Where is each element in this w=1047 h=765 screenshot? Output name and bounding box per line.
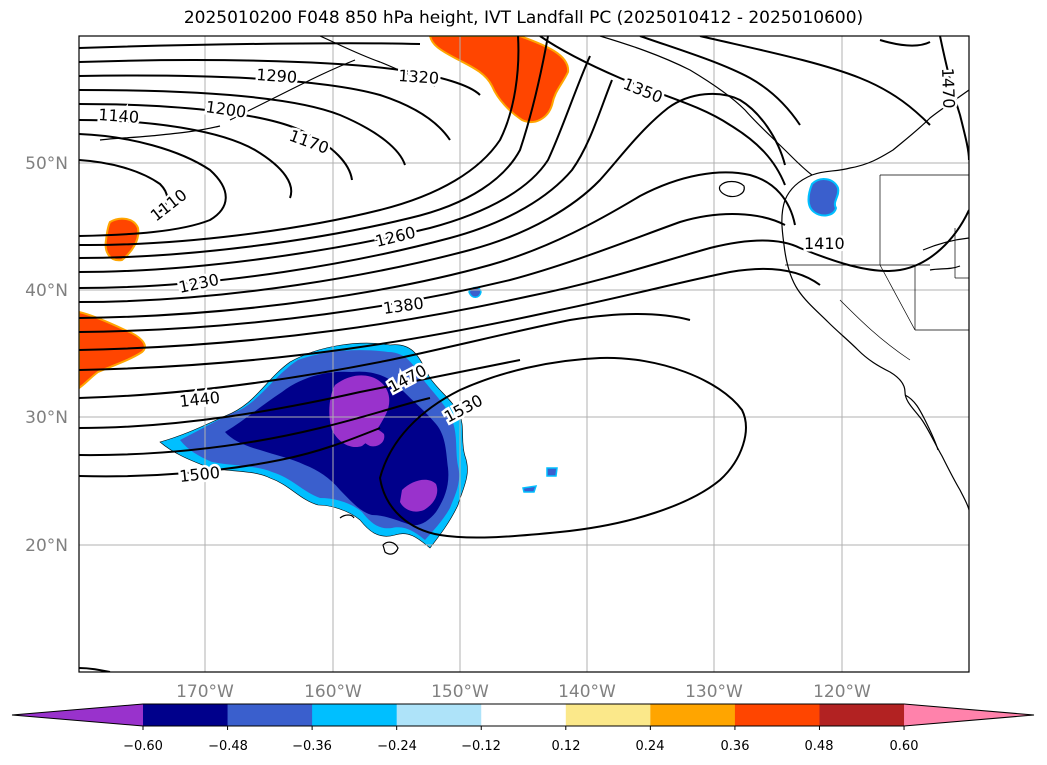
colorbar-tick-label: 0.60	[890, 739, 919, 754]
colorbar-segment	[481, 704, 567, 726]
lat-label-30n: 30°N	[25, 408, 68, 428]
ivt-negative-region-inner	[225, 371, 449, 526]
colorbar-tick-label: −0.48	[208, 739, 248, 754]
map-frame	[78, 35, 970, 673]
colorbar-extension-low	[12, 704, 143, 726]
contour-label: 1200	[204, 97, 247, 121]
lon-label-160w: 160°W	[304, 682, 362, 702]
contour-label: 1410	[804, 234, 845, 253]
map-title: 2025010200 F048 850 hPa height, IVT Land…	[183, 8, 864, 28]
colorbar	[11, 703, 1035, 730]
colorbar-tick-label: −0.60	[123, 739, 163, 754]
colorbar-segment	[143, 704, 229, 726]
ivt-positive-region-small	[104, 217, 140, 262]
colorbar-tick-label: 0.48	[805, 739, 834, 754]
colorbar-ticks: −0.60 −0.48 −0.36 −0.24 −0.12 0.12 0.24 …	[123, 739, 918, 754]
height-contours	[79, 36, 969, 672]
lon-label-120w: 120°W	[813, 682, 871, 702]
colorbar-segment	[734, 704, 820, 726]
colorbar-tick-label: −0.12	[461, 739, 501, 754]
ivt-negative-core-south	[400, 479, 438, 512]
lon-label-140w: 140°W	[558, 682, 616, 702]
colorbar-segment	[565, 704, 651, 726]
ivt-negative-blob-south1	[546, 467, 558, 477]
contour-label: 1440	[178, 388, 220, 411]
contour-label: 1320	[398, 66, 440, 88]
ivt-negative-blob-south2	[522, 485, 538, 493]
colorbar-segment	[396, 704, 482, 726]
lon-label-170w: 170°W	[176, 682, 234, 702]
contour-label: 1230	[177, 270, 221, 297]
colorbar-segment	[227, 704, 313, 726]
contour-label: 1260	[373, 223, 417, 251]
lon-label-130w: 130°W	[685, 682, 743, 702]
ivt-shading	[79, 36, 840, 549]
colorbar-tick-label: −0.36	[292, 739, 332, 754]
colorbar-tick-label: 0.24	[636, 739, 665, 754]
colorbar-tick-label: 0.36	[721, 739, 750, 754]
state-borders	[785, 174, 969, 361]
map-gridlines	[79, 36, 969, 672]
colorbar-segment	[312, 704, 398, 726]
ivt-positive-region-north	[428, 36, 570, 124]
contour-label: 1140	[98, 105, 140, 127]
lon-label-150w: 150°W	[431, 682, 489, 702]
contour-label: 1110	[147, 185, 191, 225]
ivt-negative-core-east	[359, 427, 385, 447]
lat-label-50n: 50°N	[25, 154, 68, 174]
lat-label-20n: 20°N	[25, 536, 68, 556]
contour-label: 1170	[287, 126, 332, 158]
ivt-negative-blob-coast	[807, 178, 840, 217]
colorbar-segment	[650, 704, 736, 726]
contour-label: 1380	[382, 293, 425, 317]
colorbar-tick-label: −0.24	[377, 739, 417, 754]
colorbar-tick-label: 0.12	[552, 739, 581, 754]
latitude-labels: 50°N 40°N 30°N 20°N	[25, 154, 68, 556]
longitude-labels: 170°W 160°W 150°W 140°W 130°W 120°W	[176, 682, 871, 702]
lat-label-40n: 40°N	[25, 281, 68, 301]
contour-label: 1290	[256, 65, 298, 87]
colorbar-segment	[819, 704, 905, 726]
contour-label: 1500	[178, 463, 220, 486]
contour-label: 1350	[621, 74, 666, 107]
colorbar-extension-high	[904, 704, 1034, 726]
contour-label: 1470	[938, 67, 958, 108]
